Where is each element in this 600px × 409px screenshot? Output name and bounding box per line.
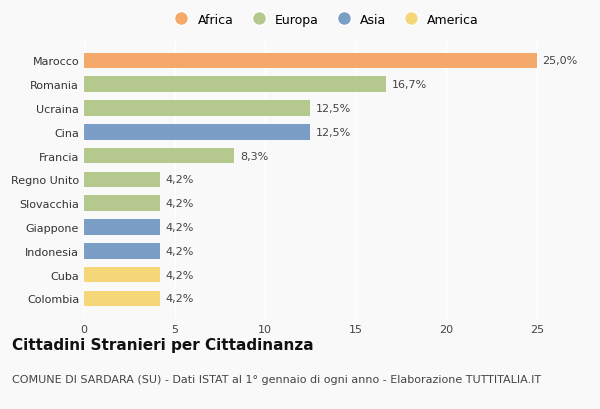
Bar <box>84 54 537 69</box>
Text: 4,2%: 4,2% <box>166 222 194 232</box>
Text: 4,2%: 4,2% <box>166 246 194 256</box>
Text: 16,7%: 16,7% <box>392 80 427 90</box>
Text: 4,2%: 4,2% <box>166 175 194 185</box>
Bar <box>84 196 160 211</box>
Bar <box>84 101 310 117</box>
Bar <box>84 291 160 306</box>
Bar <box>84 148 235 164</box>
Bar <box>84 172 160 188</box>
Bar <box>84 125 310 140</box>
Text: COMUNE DI SARDARA (SU) - Dati ISTAT al 1° gennaio di ogni anno - Elaborazione TU: COMUNE DI SARDARA (SU) - Dati ISTAT al 1… <box>12 374 541 384</box>
Text: 4,2%: 4,2% <box>166 294 194 303</box>
Text: Cittadini Stranieri per Cittadinanza: Cittadini Stranieri per Cittadinanza <box>12 337 314 353</box>
Bar <box>84 220 160 235</box>
Text: 8,3%: 8,3% <box>240 151 268 161</box>
Bar <box>84 267 160 283</box>
Legend: Africa, Europa, Asia, America: Africa, Europa, Asia, America <box>166 11 482 29</box>
Text: 4,2%: 4,2% <box>166 270 194 280</box>
Bar <box>84 77 386 93</box>
Text: 4,2%: 4,2% <box>166 199 194 209</box>
Text: 12,5%: 12,5% <box>316 128 351 137</box>
Text: 25,0%: 25,0% <box>542 56 578 66</box>
Bar <box>84 243 160 259</box>
Text: 12,5%: 12,5% <box>316 104 351 114</box>
